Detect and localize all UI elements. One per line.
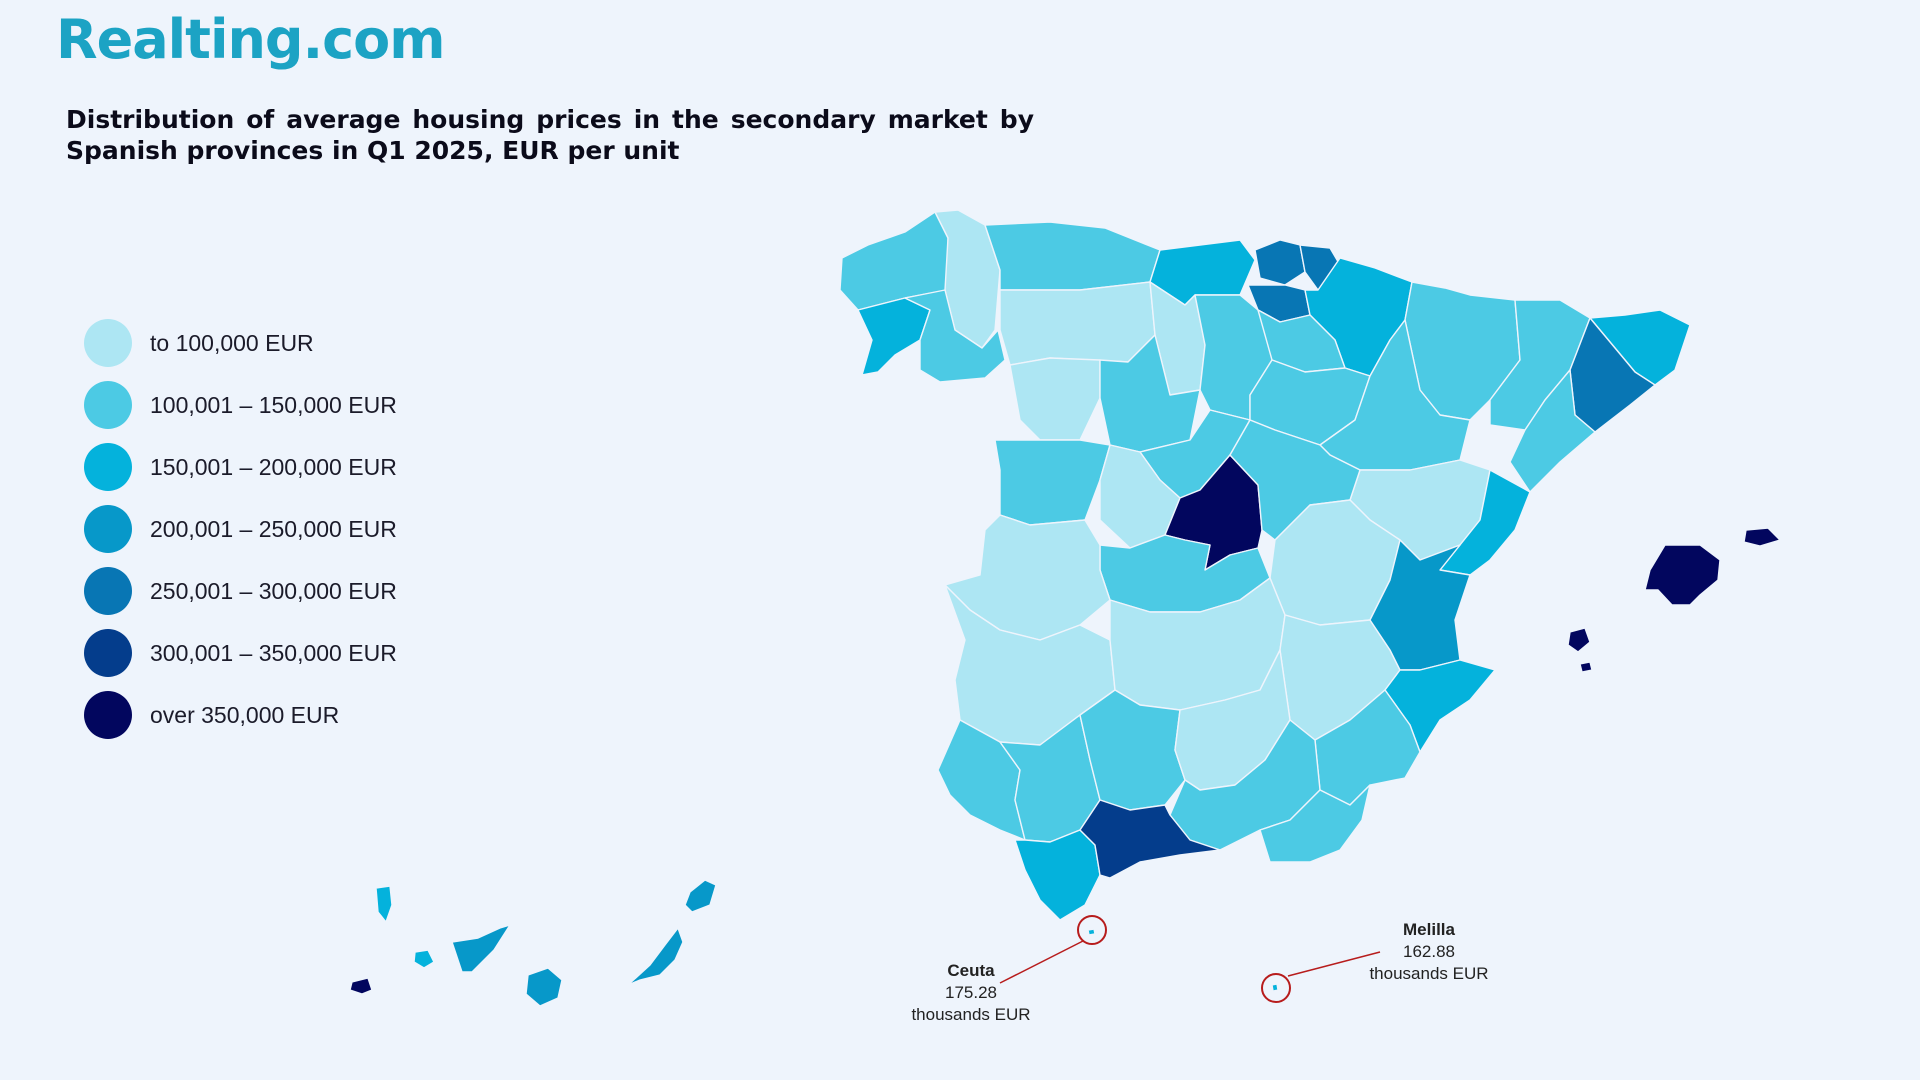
ceuta-highlight-ring — [1077, 915, 1107, 945]
legend-label-6: 300,001 – 350,000 EUR — [150, 639, 397, 666]
melilla-leader-line — [1287, 951, 1381, 977]
province-leon — [999, 281, 1156, 366]
map-title: Distribution of average housing prices i… — [66, 105, 1034, 165]
province-ibiza — [1567, 627, 1591, 653]
melilla-name: Melilla — [1403, 920, 1455, 939]
province-salamanca — [994, 439, 1111, 526]
legend-swatch-2 — [84, 381, 132, 429]
province-tenerife — [451, 924, 511, 973]
ceuta-callout: Ceuta 175.28 thousands EUR — [896, 960, 1046, 1026]
province-pontevedra — [857, 297, 931, 376]
province-formentera — [1579, 661, 1593, 673]
province-mallorca — [1644, 544, 1721, 606]
legend-swatch-7 — [84, 691, 132, 739]
province-gran-canaria — [525, 967, 563, 1007]
legend-item-7: over 350,000 EUR — [84, 684, 397, 746]
province-la-palma — [375, 885, 393, 923]
legend-label-7: over 350,000 EUR — [150, 701, 340, 728]
province-valencia — [1369, 539, 1471, 671]
province-zamora — [1009, 357, 1101, 441]
ceuta-leader-line — [999, 940, 1084, 984]
legend-swatch-5 — [84, 567, 132, 615]
melilla-highlight-ring — [1261, 973, 1291, 1003]
legend-swatch-6 — [84, 629, 132, 677]
ceuta-unit: thousands EUR — [911, 1005, 1031, 1024]
melilla-callout: Melilla 162.88 thousands EUR — [1354, 919, 1504, 985]
legend-item-3: 150,001 – 200,000 EUR — [84, 436, 397, 498]
ceuta-territory — [1087, 928, 1096, 936]
melilla-unit: thousands EUR — [1369, 964, 1489, 983]
legend-label-5: 250,001 – 300,000 EUR — [150, 577, 397, 604]
ceuta-callout-marker — [999, 915, 1107, 984]
province-la-gomera — [413, 949, 435, 969]
ceuta-value: 175.28 — [945, 983, 997, 1002]
province-valladolid — [1099, 334, 1201, 453]
legend-item-1: to 100,000 EUR — [84, 312, 397, 374]
melilla-value: 162.88 — [1403, 942, 1455, 961]
legend-swatch-3 — [84, 443, 132, 491]
legend-label-1: to 100,000 EUR — [150, 329, 314, 356]
province-el-hierro — [349, 977, 373, 995]
province-cadiz — [1014, 829, 1101, 921]
province-guadalajara — [1229, 419, 1361, 541]
legend-item-2: 100,001 – 150,000 EUR — [84, 374, 397, 436]
legend-swatch-1 — [84, 319, 132, 367]
province-menorca — [1743, 527, 1781, 547]
province-tarragona — [1509, 369, 1596, 493]
province-malaga — [1079, 799, 1221, 879]
legend-label-4: 200,001 – 250,000 EUR — [150, 515, 397, 542]
price-legend: to 100,000 EUR 100,001 – 150,000 EUR 150… — [84, 312, 397, 746]
legend-label-3: 150,001 – 200,000 EUR — [150, 453, 397, 480]
province-almeria — [1259, 784, 1371, 863]
legend-label-2: 100,001 – 150,000 EUR — [150, 391, 397, 418]
province-ourense — [904, 289, 1006, 383]
legend-item-4: 200,001 – 250,000 EUR — [84, 498, 397, 560]
melilla-callout-marker — [1261, 951, 1381, 1003]
legend-item-5: 250,001 – 300,000 EUR — [84, 560, 397, 622]
legend-swatch-4 — [84, 505, 132, 553]
realting-logo: Realting.com — [56, 8, 445, 71]
province-lanzarote — [684, 879, 717, 913]
ceuta-name: Ceuta — [947, 961, 995, 980]
province-asturias — [984, 221, 1161, 291]
melilla-territory — [1271, 983, 1279, 992]
province-vizcaya — [1254, 239, 1306, 286]
legend-item-6: 300,001 – 350,000 EUR — [84, 622, 397, 684]
province-fuerteventura — [627, 927, 684, 986]
